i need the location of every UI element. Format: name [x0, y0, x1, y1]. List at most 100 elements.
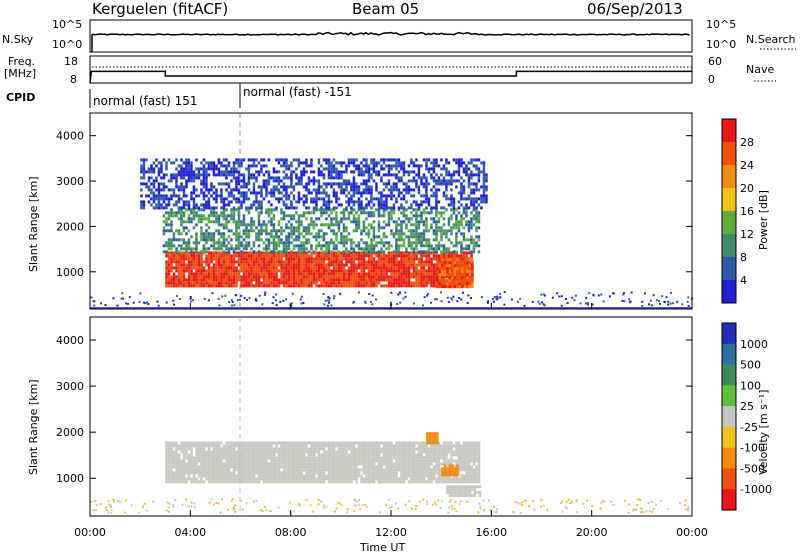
heatmap-cell — [267, 284, 271, 288]
heatmap-cell — [322, 292, 325, 295]
heatmap-cell — [217, 223, 221, 227]
heatmap-cell — [247, 474, 251, 478]
heatmap-cell — [350, 194, 353, 198]
heatmap-cell — [368, 293, 371, 295]
heatmap-cell — [237, 254, 241, 258]
heatmap-cell — [297, 456, 301, 460]
heatmap-cell — [167, 247, 171, 251]
heatmap-cell — [215, 459, 218, 463]
heatmap-cell — [302, 453, 306, 457]
heatmap-cell — [372, 281, 376, 285]
heatmap-cell — [345, 272, 348, 276]
heatmap-cell — [345, 208, 348, 212]
heatmap-cell — [446, 282, 449, 286]
heatmap-cell — [215, 167, 218, 171]
heatmap-cell — [287, 251, 291, 255]
heatmap-cell — [320, 257, 323, 261]
heatmap-cell — [295, 474, 298, 478]
heatmap-cell — [282, 188, 286, 192]
heatmap-cell — [242, 200, 246, 204]
heatmap-cell — [247, 471, 251, 475]
heatmap-cell — [471, 267, 474, 271]
heatmap-cell — [220, 456, 223, 460]
heatmap-cell — [335, 214, 338, 218]
heatmap-cell — [225, 278, 228, 282]
heatmap-cell — [437, 188, 441, 192]
heatmap-cell — [177, 194, 181, 198]
heatmap-cell — [377, 173, 381, 177]
heatmap-cell — [477, 211, 481, 215]
heatmap-cell — [267, 272, 271, 276]
heatmap-cell — [365, 185, 368, 189]
heatmap-cell — [312, 266, 316, 270]
heatmap-cell — [242, 263, 246, 267]
heatmap-cell — [182, 275, 186, 279]
heatmap-cell — [197, 450, 201, 454]
heatmap-cell — [255, 450, 258, 454]
heatmap-cell — [162, 226, 166, 230]
heatmap-cell — [297, 254, 301, 258]
heatmap-cell — [232, 194, 236, 198]
heatmap-cell — [167, 158, 171, 162]
heatmap-cell — [257, 444, 261, 448]
heatmap-cell — [315, 208, 318, 212]
heatmap-cell — [335, 266, 338, 270]
heatmap-cell — [227, 164, 231, 168]
heatmap-cell — [317, 179, 321, 183]
heatmap-cell — [235, 179, 238, 183]
heatmap-cell — [257, 456, 261, 460]
heatmap-cell — [330, 238, 333, 242]
heatmap-cell — [237, 226, 241, 230]
heatmap-cell — [230, 453, 233, 457]
heatmap-cell — [285, 238, 288, 242]
heatmap-cell — [377, 211, 381, 215]
heatmap-cell — [310, 284, 313, 288]
heatmap-cell — [395, 176, 398, 180]
heatmap-cell — [337, 182, 341, 186]
heatmap-cell — [187, 468, 191, 472]
heatmap-cell — [451, 273, 454, 277]
heatmap-cell — [475, 220, 478, 224]
heatmap-cell — [285, 480, 288, 484]
heatmap-cell — [222, 278, 226, 282]
heatmap-cell — [342, 278, 346, 282]
heatmap-cell — [230, 474, 233, 478]
heatmap-cell — [202, 179, 206, 183]
heatmap-cell — [248, 297, 251, 299]
heatmap-cell — [317, 263, 321, 267]
heatmap-cell — [182, 260, 186, 264]
heatmap-cell — [320, 284, 323, 288]
heatmap-cell — [197, 194, 201, 198]
heatmap-cell — [380, 164, 383, 168]
heatmap-cell — [405, 191, 408, 195]
heatmap-cell — [185, 250, 188, 254]
heatmap-cell — [215, 263, 218, 267]
heatmap-cell — [466, 279, 469, 283]
heatmap-cell — [275, 450, 278, 454]
heatmap-cell — [305, 247, 308, 251]
heatmap-cell — [242, 459, 246, 463]
heatmap-cell — [205, 167, 208, 171]
heatmap-cell — [312, 235, 316, 239]
heatmap-cell — [145, 194, 148, 198]
heatmap-cell — [360, 269, 363, 273]
heatmap-cell — [310, 220, 313, 224]
heatmap-cell — [305, 275, 308, 279]
heatmap-cell — [370, 278, 373, 282]
heatmap-cell — [392, 188, 396, 192]
heatmap-cell — [340, 263, 343, 267]
heatmap-cell — [180, 244, 183, 248]
heatmap-cell — [342, 223, 346, 227]
heatmap-cell — [237, 275, 241, 279]
heatmap-cell — [240, 263, 243, 267]
heatmap-cell — [272, 247, 276, 251]
heatmap-cell — [227, 185, 231, 189]
heatmap-cell — [280, 164, 283, 168]
heatmap-cell — [285, 444, 288, 448]
heatmap-cell — [390, 272, 393, 276]
heatmap-cell — [435, 250, 438, 254]
heatmap-cell — [200, 441, 203, 445]
heatmap-cell — [305, 477, 308, 481]
heatmap-cell — [463, 282, 467, 286]
heatmap-cell — [210, 281, 213, 285]
